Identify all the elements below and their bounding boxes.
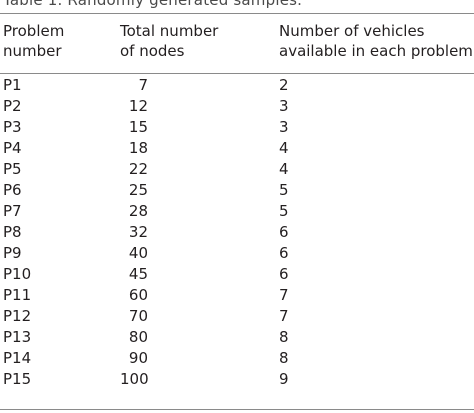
cell-problem: P4: [3, 139, 22, 157]
top-rule: [0, 13, 474, 14]
cell-vehicles: 4: [279, 139, 289, 157]
header-total-nodes: Total number of nodes: [120, 22, 219, 60]
table-row: P2 12 3: [0, 96, 474, 117]
cell-nodes: 100: [120, 370, 149, 388]
header-vehicles: Number of vehicles available in each pro…: [279, 22, 473, 60]
cell-nodes: 40: [128, 244, 148, 262]
cell-vehicles: 7: [279, 286, 289, 304]
cell-problem: P15: [3, 370, 32, 388]
cell-problem: P5: [3, 160, 22, 178]
bottom-rule: [0, 409, 474, 410]
cell-nodes: 45: [128, 265, 148, 283]
table-row: P1 7 2: [0, 75, 474, 96]
cell-vehicles: 6: [279, 244, 289, 262]
cell-vehicles: 3: [279, 118, 289, 136]
cell-nodes: 80: [128, 328, 148, 346]
cell-problem: P1: [3, 76, 22, 94]
table-row: P13 80 8: [0, 327, 474, 348]
cell-problem: P3: [3, 118, 22, 136]
cell-vehicles: 5: [279, 202, 289, 220]
cell-vehicles: 5: [279, 181, 289, 199]
header-rule: [0, 73, 474, 74]
cell-problem: P12: [3, 307, 32, 325]
table-row: P11 60 7: [0, 285, 474, 306]
table-row: P15 100 9: [0, 369, 474, 390]
table-header: Problem number Total number of nodes Num…: [0, 21, 474, 69]
cell-nodes: 22: [128, 160, 148, 178]
cell-vehicles: 8: [279, 328, 289, 346]
table-row: P12 70 7: [0, 306, 474, 327]
cell-vehicles: 6: [279, 223, 289, 241]
cell-nodes: 90: [128, 349, 148, 367]
cell-nodes: 12: [128, 97, 148, 115]
cell-vehicles: 9: [279, 370, 289, 388]
table-row: P14 90 8: [0, 348, 474, 369]
header-problem-number: Problem number: [3, 22, 65, 60]
table-row: P10 45 6: [0, 264, 474, 285]
cell-nodes: 15: [128, 118, 148, 136]
cell-problem: P10: [3, 265, 32, 283]
cell-problem: P6: [3, 181, 22, 199]
table-row: P3 15 3: [0, 117, 474, 138]
cell-vehicles: 8: [279, 349, 289, 367]
cell-vehicles: 7: [279, 307, 289, 325]
cell-problem: P7: [3, 202, 22, 220]
cell-problem: P11: [3, 286, 32, 304]
table-row: P8 32 6: [0, 222, 474, 243]
table-caption: Table 1. Randomly generated samples.: [3, 0, 303, 9]
table-row: P5 22 4: [0, 159, 474, 180]
cell-nodes: 25: [128, 181, 148, 199]
cell-nodes: 18: [128, 139, 148, 157]
cell-nodes: 7: [138, 76, 148, 94]
cell-vehicles: 6: [279, 265, 289, 283]
cell-nodes: 70: [128, 307, 148, 325]
cell-problem: P2: [3, 97, 22, 115]
cell-problem: P13: [3, 328, 32, 346]
cell-vehicles: 4: [279, 160, 289, 178]
table-row: P6 25 5: [0, 180, 474, 201]
cell-vehicles: 2: [279, 76, 289, 94]
table-row: P4 18 4: [0, 138, 474, 159]
cell-nodes: 32: [128, 223, 148, 241]
cell-problem: P14: [3, 349, 32, 367]
cell-problem: P8: [3, 223, 22, 241]
table-body: P1 7 2 P2 12 3 P3 15 3 P4 18 4 P5 22 4 P…: [0, 75, 474, 390]
table-row: P9 40 6: [0, 243, 474, 264]
cell-problem: P9: [3, 244, 22, 262]
cell-vehicles: 3: [279, 97, 289, 115]
table-row: P7 28 5: [0, 201, 474, 222]
cell-nodes: 28: [128, 202, 148, 220]
cell-nodes: 60: [128, 286, 148, 304]
